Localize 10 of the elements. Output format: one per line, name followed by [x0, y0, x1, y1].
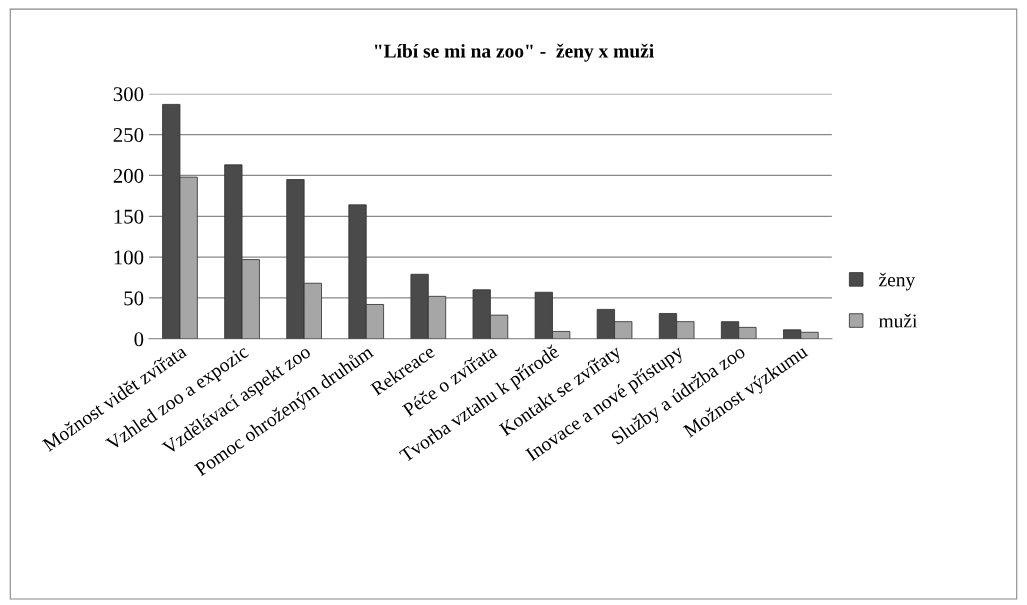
legend-label: ženy — [879, 272, 916, 291]
y-tick-label: 0 — [134, 332, 144, 347]
y-tick-label: 300 — [113, 87, 144, 102]
y-tick-label: 250 — [113, 127, 144, 143]
chart-title: "Líbí se mi na zoo" - ženy x muži — [374, 43, 654, 62]
y-tick-label: 50 — [124, 291, 144, 306]
legend-label: muži — [878, 313, 918, 328]
y-tick-label: 200 — [113, 168, 144, 183]
y-tick-label: 100 — [114, 250, 144, 265]
y-tick-label: 150 — [114, 209, 144, 224]
